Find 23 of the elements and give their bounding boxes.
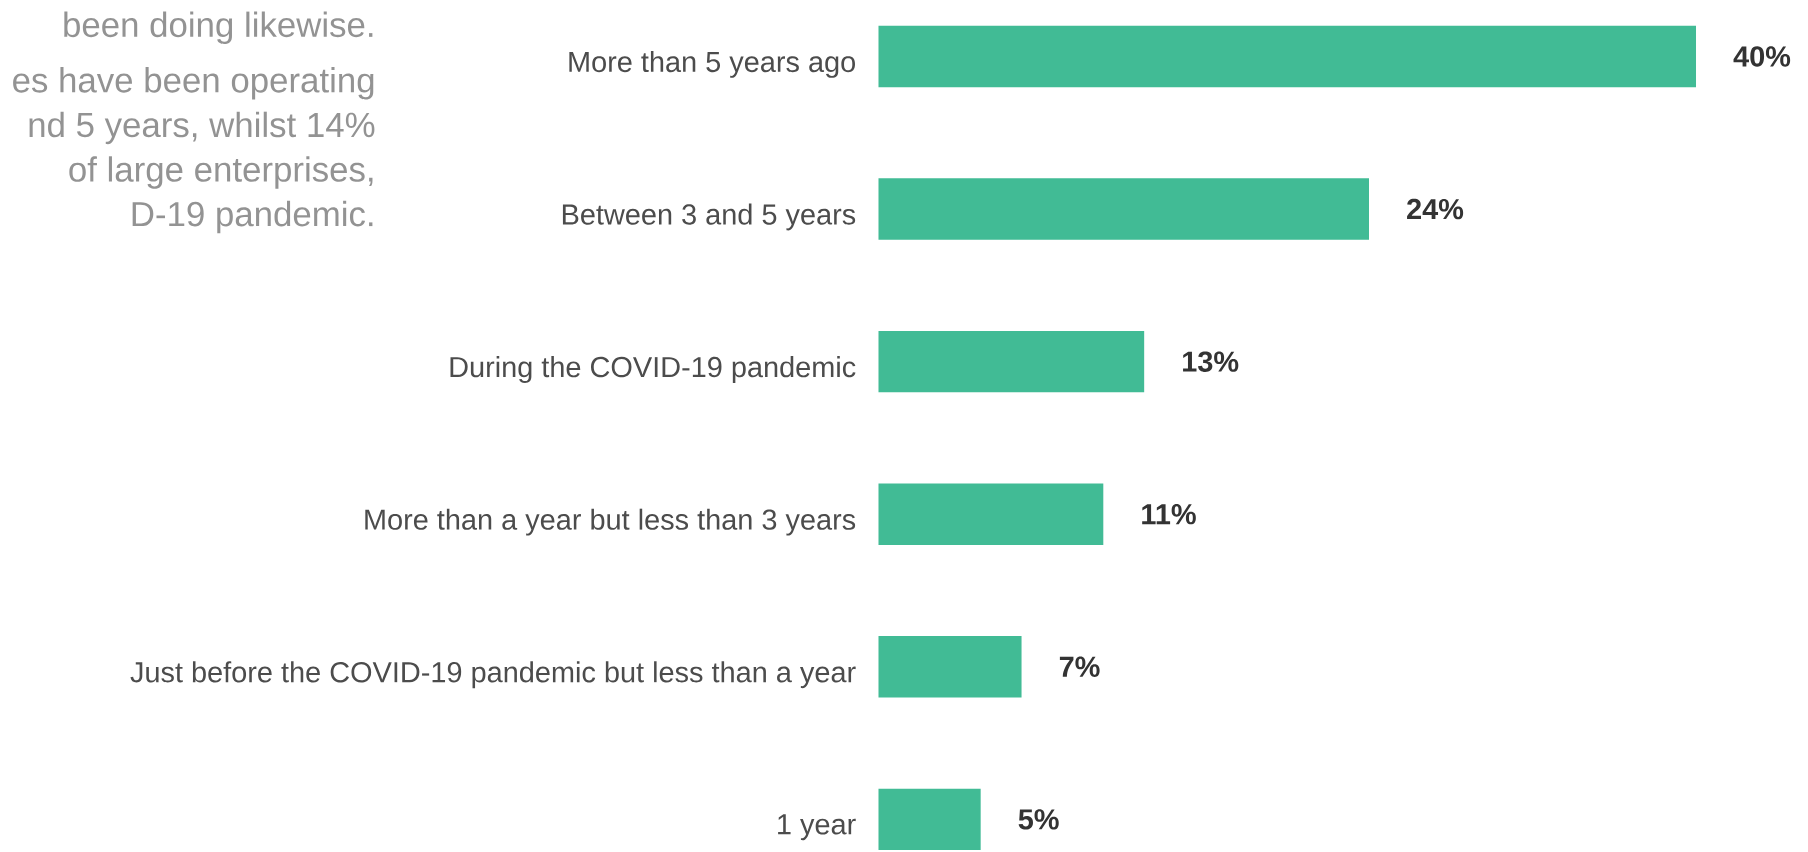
y-tick-label: Just before the COVID-19 pandemic but less than a year: [130, 661, 856, 689]
text: D-19 pandemic.: [132, 200, 373, 234]
data-label: 13%: [1183, 351, 1239, 372]
text: nd 5 years, whilst 14%: [29, 111, 375, 145]
text: been doing likewise.: [64, 11, 373, 45]
bar: [878, 636, 1022, 698]
data-label: 5%: [1018, 809, 1059, 830]
bar: [878, 178, 1369, 240]
data-label: 40%: [1733, 46, 1791, 67]
y-tick-label: More than a year but less than 3 years: [365, 508, 856, 536]
data-label: 11%: [1142, 504, 1196, 525]
y-tick-label: During the COVID-19 pandemic: [450, 356, 856, 384]
y-tick-label: More than 5 years ago: [569, 51, 855, 78]
bar: [878, 330, 1145, 393]
bar: [878, 483, 1104, 545]
y-tick-label: Between 3 and 5 years: [562, 203, 856, 231]
text: of large enterprises,: [69, 156, 373, 189]
y-tick-label: 1 year: [778, 814, 856, 841]
text: es have been operating: [13, 67, 374, 100]
bar: [878, 25, 1697, 88]
bar: [878, 788, 981, 851]
data-label: 24%: [1407, 198, 1464, 220]
data-label: 7%: [1059, 656, 1100, 678]
